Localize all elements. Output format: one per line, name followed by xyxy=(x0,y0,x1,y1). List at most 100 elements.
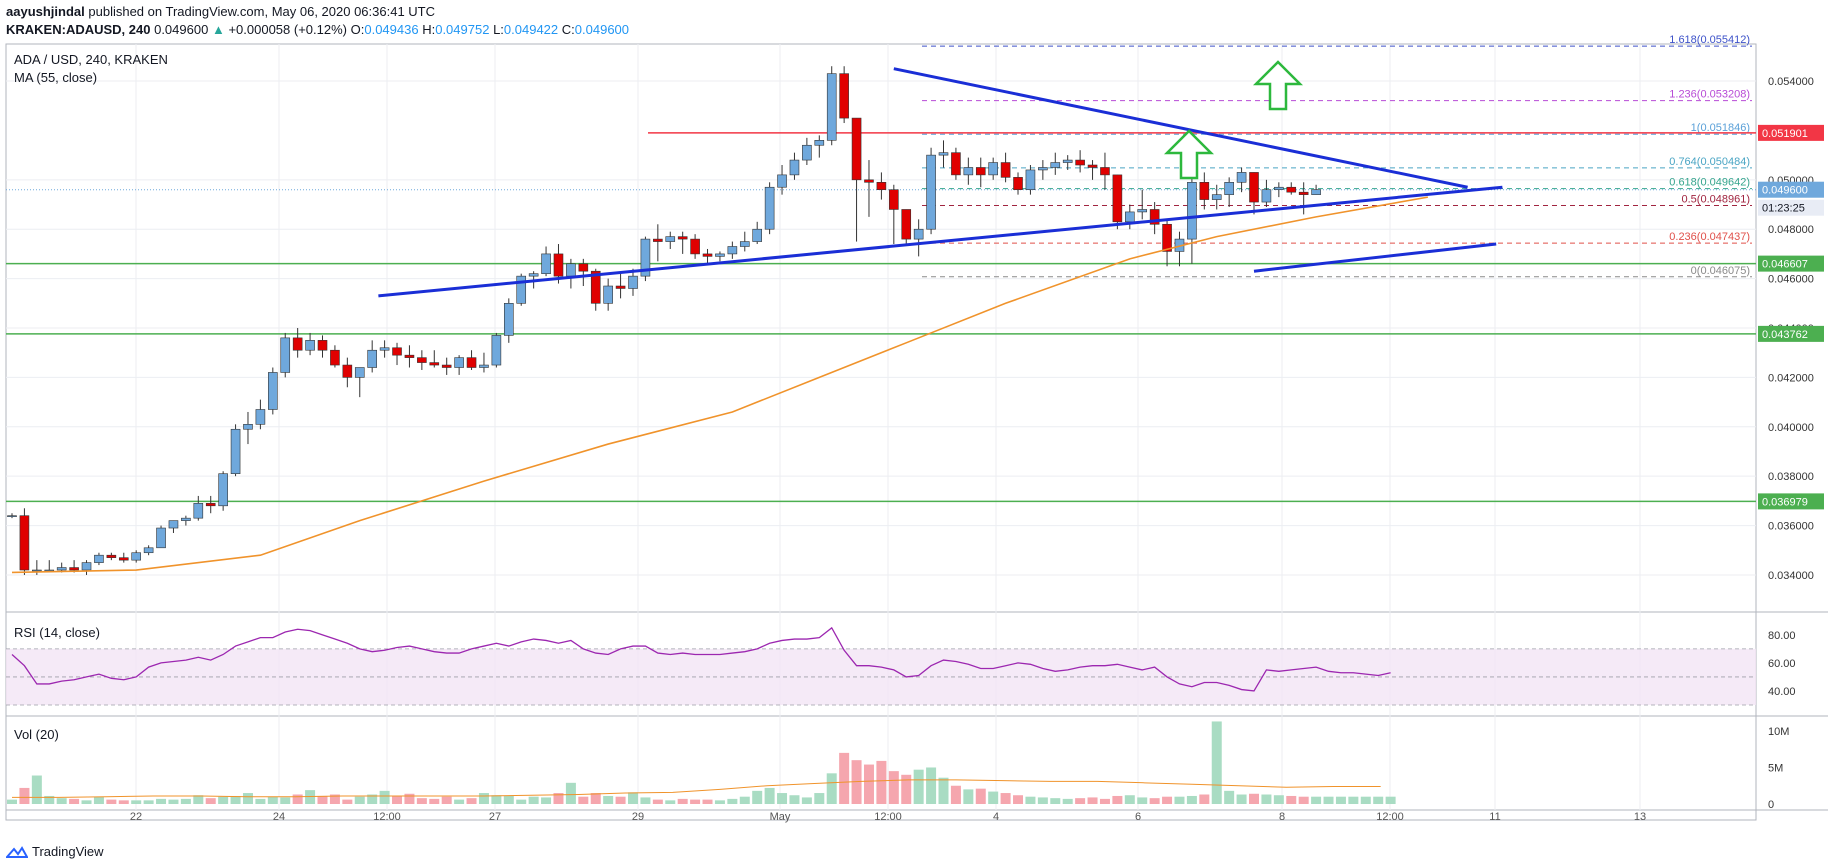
volume-bar xyxy=(975,788,986,804)
trend-line xyxy=(893,67,1468,189)
candle-body xyxy=(143,547,154,554)
volume-bar xyxy=(1124,795,1135,804)
candle-body xyxy=(590,270,601,304)
volume-bar xyxy=(81,800,92,804)
candle-body xyxy=(56,567,67,571)
volume-bar xyxy=(1162,796,1173,804)
volume-bar xyxy=(888,771,899,804)
volume-bar xyxy=(1348,796,1359,804)
candle-body xyxy=(218,473,228,507)
volume-bar xyxy=(839,752,850,804)
volume-bar xyxy=(69,798,80,804)
candle-body xyxy=(454,357,464,368)
time-tick-label: 24 xyxy=(273,811,285,823)
candle-body xyxy=(764,186,775,230)
candle-body xyxy=(342,364,353,378)
volume-tick-label: 5M xyxy=(1768,762,1783,774)
tradingview-logo-icon xyxy=(6,845,28,858)
low-label: L: xyxy=(493,22,504,37)
candle-body xyxy=(876,181,887,191)
publisher-name[interactable]: aayushjindal xyxy=(6,4,85,19)
candle-body xyxy=(1112,174,1123,223)
volume-bar xyxy=(1385,796,1396,804)
candle-body xyxy=(516,275,527,304)
candle-body xyxy=(814,140,825,146)
candle-body xyxy=(1261,189,1272,203)
candle-body xyxy=(404,354,415,358)
candle-body xyxy=(1038,167,1048,171)
candle-body xyxy=(106,554,117,558)
volume-bar xyxy=(1099,798,1110,804)
volume-bar xyxy=(93,796,104,804)
trend-line xyxy=(378,185,1503,298)
candle-body xyxy=(1286,186,1297,193)
candle-body xyxy=(913,228,924,240)
candle-body xyxy=(1100,167,1110,176)
candle-body xyxy=(702,253,713,257)
candle-body xyxy=(777,174,787,188)
candle-body xyxy=(503,303,514,336)
time-tick-label: 12:00 xyxy=(1376,811,1404,823)
candle-body xyxy=(1199,181,1210,200)
price-axis: 0.034000 0.036000 0.038000 0.040000 0.042000… xyxy=(1758,76,1824,582)
volume-bar xyxy=(131,800,142,804)
volume-bar xyxy=(230,795,241,804)
rsi-tick-label: 80.00 xyxy=(1768,630,1796,642)
candle-body xyxy=(168,520,179,529)
price-tick-label: 0.034000 xyxy=(1768,570,1814,582)
volume-bar xyxy=(727,798,738,804)
volume-bar xyxy=(267,796,278,804)
candle-body xyxy=(7,515,17,517)
price-label-text: 0.036979 xyxy=(1762,496,1808,508)
candle-body xyxy=(528,273,539,277)
volume-bar xyxy=(118,800,129,804)
candle-body xyxy=(69,567,79,571)
volume-bar xyxy=(1062,798,1073,804)
volume-pane: 0 5M 10M xyxy=(7,721,1789,811)
candle-body xyxy=(864,179,874,183)
up-arrow-icon xyxy=(1252,60,1304,111)
candle-body xyxy=(466,357,477,368)
volume-bar xyxy=(305,790,316,804)
volume-bar xyxy=(1236,794,1247,804)
candle-body xyxy=(1137,209,1148,213)
volume-bar xyxy=(1273,795,1284,804)
volume-bar xyxy=(789,795,800,804)
price-label-text: 0.049600 xyxy=(1762,185,1808,197)
volume-bar xyxy=(628,792,638,804)
volume-bar xyxy=(541,797,552,804)
time-tick-label: 8 xyxy=(1279,811,1285,823)
price-tick-label: 0.036000 xyxy=(1768,521,1814,533)
fib-level-label: 1.236(0.053208) xyxy=(1669,89,1750,101)
candle-body xyxy=(851,117,862,181)
volume-bar xyxy=(814,793,825,804)
candle-body xyxy=(1050,162,1061,168)
volume-bar xyxy=(652,799,663,804)
candle-body xyxy=(603,285,613,304)
candle-body xyxy=(181,517,191,521)
volume-bar xyxy=(1149,798,1160,804)
candle-body xyxy=(677,236,688,240)
volume-bar xyxy=(342,799,353,804)
volume-bar xyxy=(690,799,701,804)
volume-bar xyxy=(1249,793,1259,804)
volume-bar xyxy=(1261,794,1272,804)
volume-bar xyxy=(714,800,725,804)
volume-bar xyxy=(44,795,55,804)
volume-bar xyxy=(379,790,390,804)
volume-bar xyxy=(404,793,415,804)
candle-body xyxy=(1311,189,1321,195)
volume-bar xyxy=(553,793,564,804)
ma-legend: MA (55, close) xyxy=(14,70,97,85)
price-label-box xyxy=(1758,124,1824,141)
candle-body xyxy=(889,189,899,210)
candle-body xyxy=(367,349,377,368)
candle-body xyxy=(1087,164,1098,168)
candle-body xyxy=(541,253,551,274)
volume-bar xyxy=(317,795,328,804)
fib-level-label: 0.618(0.049642) xyxy=(1669,177,1750,189)
open-label: O: xyxy=(350,22,365,37)
candle-body xyxy=(653,238,663,242)
volume-bar xyxy=(1211,721,1222,804)
